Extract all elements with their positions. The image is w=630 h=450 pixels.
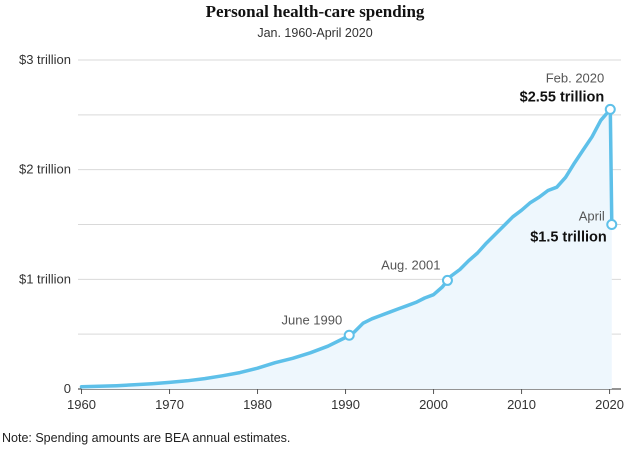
marker-april-2020 [606,219,618,230]
x-tick-label: 1960 [67,397,96,412]
y-tick-label: $3 trillion [19,52,71,67]
chart-title: Personal health-care spending [205,2,425,21]
y-tick-label: $1 trillion [19,271,71,286]
x-tick-label: 1970 [155,397,184,412]
marker-june-1990 [343,329,355,341]
marker-feb-2020 [604,103,616,115]
chart-subtitle: Jan. 1960-April 2020 [257,26,373,40]
x-tick-label: 2010 [507,397,536,412]
annotation-april-value: $1.5 trillion [530,230,607,246]
y-tick-label: 0 [64,381,71,396]
x-axis-labels: 1960 1970 1980 1990 2000 2010 2020 [67,389,624,412]
x-tick-label: 2000 [419,397,448,412]
area-fill [81,109,612,390]
chart-note: Note: Spending amounts are BEA annual es… [2,431,291,445]
area-shape [81,109,612,390]
x-tick-label: 1990 [331,397,360,412]
marker-aug-2001 [441,274,453,286]
annotations: June 1990 Aug. 2001 Feb. 2020 $2.55 trillio… [282,70,618,341]
series-path [79,107,614,389]
annotation-april-label: April [579,209,605,224]
annotation-aug-2001: Aug. 2001 [381,257,440,272]
series-line [79,107,614,389]
y-axis-labels: 0 $1 trillion $2 trillion $3 trillion [19,52,71,396]
annotation-june-1990: June 1990 [282,312,343,327]
annotation-feb-2020-label: Feb. 2020 [546,70,605,85]
x-tick-label: 1980 [243,397,272,412]
y-tick-label: $2 trillion [19,162,71,177]
x-tick-label: 2020 [595,397,624,412]
annotation-feb-2020-value: $2.55 trillion [520,89,605,105]
